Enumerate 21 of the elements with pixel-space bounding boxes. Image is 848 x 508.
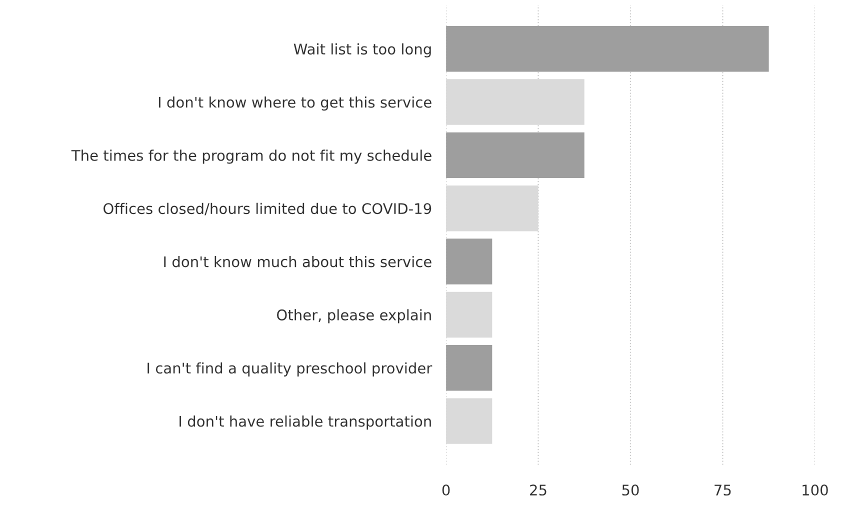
x-tick-label: 100 — [802, 484, 828, 496]
bar — [446, 79, 584, 125]
y-tick-label: I don't know where to get this service — [158, 96, 432, 111]
y-tick-label: I don't know much about this service — [164, 256, 432, 268]
y-tick-label: The times for the program do not fit my schedule — [71, 150, 432, 164]
bar — [446, 186, 538, 232]
y-tick-label: Offices closed/hours limited due to COVID-19 — [104, 202, 432, 216]
bar — [446, 132, 584, 178]
y-tick-label: Other, please explain — [276, 309, 431, 324]
x-tick-label: 75 — [714, 484, 731, 496]
y-tick-label: I don't have reliable transportation — [180, 416, 431, 430]
y-tick-label: I can't find a quality preschool provider — [148, 362, 432, 376]
x-tick-label: 50 — [622, 484, 639, 496]
x-tick-label: 0 — [442, 484, 450, 496]
bar — [446, 238, 492, 284]
bar — [446, 26, 769, 72]
bar — [446, 292, 492, 338]
bar — [446, 345, 492, 391]
bar — [446, 398, 492, 444]
x-tick-label: 25 — [530, 484, 546, 496]
y-tick-label: Wait list is too long — [294, 43, 431, 58]
